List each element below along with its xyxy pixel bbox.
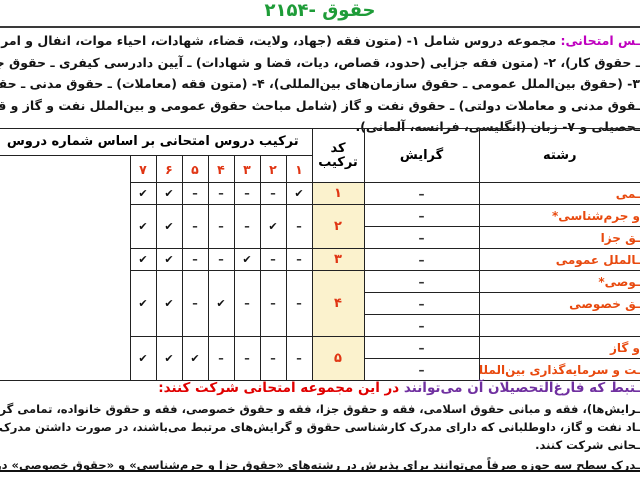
table-row: ـوصی* – ۴ – – – ✔ – ✔ ✔: [0, 270, 640, 337]
course-mark: ✔: [129, 336, 157, 381]
header-orientation: گرایش: [363, 128, 480, 183]
orientation-value: –: [363, 314, 480, 337]
course-mark: –: [207, 204, 235, 249]
combination-code: ۱: [311, 182, 365, 205]
exam-combination-table: رشته گرایش کد ترکیب ترکیب دروس امتحانی ب…: [0, 128, 640, 381]
related-fields-paragraph: ـرایش‌ها)، فقه و مبانی حقوق اسلامی، فقه …: [0, 400, 640, 474]
course-mark: –: [285, 204, 313, 249]
course-mark: ✔: [155, 336, 183, 381]
note-line: ـاد نفت و گاز، داوطلبانی که دارای مدرک ک…: [0, 420, 640, 434]
course-mark: –: [233, 182, 261, 205]
course-mark: –: [181, 248, 209, 271]
course-number: ۳: [233, 155, 261, 183]
top-divider: [0, 26, 640, 28]
course-mark: –: [181, 204, 209, 249]
course-mark: –: [285, 270, 313, 337]
field-name: [478, 314, 640, 337]
bottom-divider: [0, 470, 640, 472]
course-number: ۲: [259, 155, 287, 183]
combination-code: ۲: [311, 204, 365, 249]
orientation-value: –: [363, 204, 480, 227]
field-name: ـالملل عمومی: [478, 248, 640, 271]
course-mark: ✔: [129, 182, 157, 205]
course-number: ۱: [285, 155, 313, 183]
course-number: ۶: [155, 155, 183, 183]
orientation-value: –: [363, 336, 480, 359]
orientation-value: –: [363, 226, 480, 249]
course-mark: ✔: [285, 182, 313, 205]
table-row: ـق خصوصی –: [0, 292, 640, 315]
empty-left-cell: [0, 155, 131, 381]
orientation-value: –: [363, 292, 480, 315]
course-mark: –: [233, 204, 261, 249]
intro-paragraph: ـس امتحانی: مجموعه دروس شامل ۱- (متون فق…: [0, 30, 640, 138]
combination-code: ۵: [311, 336, 365, 381]
intro-line: ـقوق مدنی و معاملات دولتی) ـ حقوق نفت و …: [0, 97, 640, 113]
course-mark: –: [259, 182, 287, 205]
course-mark: ✔: [155, 204, 183, 249]
page-title: ۲۱۵۴- حقوق: [264, 0, 376, 21]
field-name: ـق خصوصی: [478, 292, 640, 315]
course-mark: ✔: [233, 248, 261, 271]
field-name: ـوصی*: [478, 270, 640, 293]
course-mark: –: [259, 270, 287, 337]
orientation-value: –: [363, 248, 480, 271]
course-mark: –: [285, 336, 313, 381]
table-row: ـمی – ۱ ✔ – – – – ✔ ✔: [0, 182, 640, 205]
orientation-value: –: [363, 270, 480, 293]
field-name: و گاز: [478, 336, 640, 359]
table-row: ـالملل عمومی – ۳ – – ✔ – – ✔ ✔: [0, 248, 640, 271]
course-mark: –: [207, 336, 235, 381]
orientation-value: –: [363, 182, 480, 205]
course-mark: –: [285, 248, 313, 271]
course-mark: ✔: [155, 182, 183, 205]
table-row: ـت و سرمایه‌گذاری بین‌المللی –: [0, 358, 640, 381]
intro-lead-label: ـس امتحانی:: [560, 33, 640, 48]
course-mark: –: [233, 270, 261, 337]
course-mark: –: [181, 270, 209, 337]
course-number: ۷: [129, 155, 157, 183]
intro-line: ۳- (حقوق بین‌الملل عمومی ـ حقوق سازمان‌ه…: [0, 76, 640, 91]
field-name: ـمی: [478, 182, 640, 205]
course-mark: –: [259, 336, 287, 381]
intro-line-text: مجموعه دروس شامل ۱- (متون فقه (جهاد، ولا…: [0, 33, 557, 48]
related-fields-heading-red: در این مجموعه امتحانی شرکت کنند:: [158, 380, 400, 396]
related-fields-heading: ـتبط که فارغ‌التحصیلان آن می‌توانند در ا…: [158, 379, 640, 398]
note-line: ـدرک سطح سه حوزه صرفاً می‌توانند برای پذ…: [0, 458, 640, 472]
table-row: و گاز – ۵ – – – – ✔ ✔ ✔: [0, 336, 640, 381]
course-mark: –: [207, 248, 235, 271]
course-mark: ✔: [155, 248, 183, 271]
course-mark: –: [259, 248, 287, 271]
course-mark: –: [207, 182, 235, 205]
note-line: ـحانی شرکت کنند.: [535, 438, 640, 452]
course-mark: ✔: [129, 248, 157, 271]
field-name: ـق جزا: [478, 226, 640, 249]
course-mark: ✔: [207, 270, 235, 337]
course-mark: ✔: [129, 204, 157, 249]
combination-code: ۳: [311, 248, 365, 271]
course-mark: –: [233, 336, 261, 381]
course-mark: ✔: [155, 270, 183, 337]
course-number: ۵: [181, 155, 209, 183]
header-field: رشته: [478, 128, 640, 183]
field-name: ـت و سرمایه‌گذاری بین‌المللی: [478, 358, 640, 381]
field-name: و جرم‌شناسی*: [478, 204, 640, 227]
course-mark: ✔: [129, 270, 157, 337]
course-mark: ✔: [259, 204, 287, 249]
intro-line: ـس امتحانی: مجموعه دروس شامل ۱- (متون فق…: [0, 30, 640, 52]
course-mark: –: [181, 182, 209, 205]
orientation-value: –: [363, 358, 480, 381]
combination-code: ۴: [311, 270, 365, 337]
course-number: ۴: [207, 155, 235, 183]
note-line: ـرایش‌ها)، فقه و مبانی حقوق اسلامی، فقه …: [0, 402, 640, 416]
intro-line: ـ حقوق کار)، ۲- (متون فقه جزایی (حدود، ق…: [0, 54, 640, 70]
course-mark: ✔: [181, 336, 209, 381]
related-fields-heading-purple: ـتبط که فارغ‌التحصیلان آن می‌توانند: [399, 380, 640, 396]
header-combination-code: کد ترکیب: [311, 128, 365, 183]
header-course-numbers-title: ترکیب دروس امتحانی بر اساس شماره دروس: [0, 128, 313, 156]
